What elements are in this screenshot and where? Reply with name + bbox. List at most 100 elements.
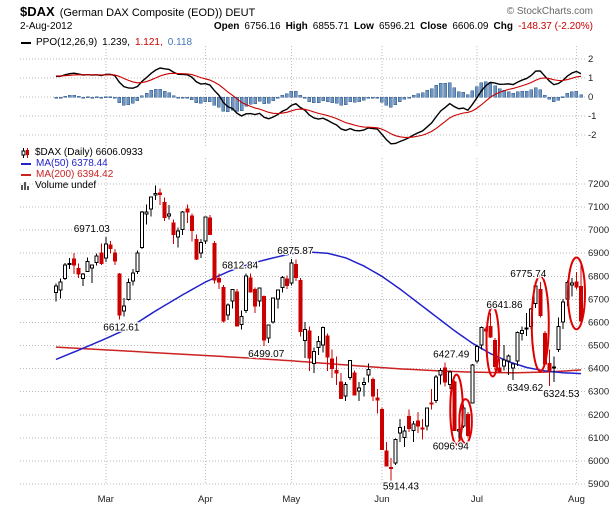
month-label: Mar [98, 494, 114, 505]
price-label: 6812.84 [222, 260, 259, 271]
copyright-link[interactable]: © StockCharts.com [506, 6, 593, 17]
candle [203, 216, 208, 244]
candle [289, 258, 294, 286]
candle [302, 322, 307, 359]
candle [144, 204, 149, 225]
legend-row-ma200: MA(200) 6394.42 [21, 169, 143, 180]
candle [176, 227, 181, 248]
candle [311, 347, 316, 374]
candle [443, 362, 448, 387]
candle [411, 421, 416, 442]
close-label: Close [420, 21, 448, 32]
quote-row: Open 6756.16 High 6855.71 Low 6596.21 Close… [214, 21, 593, 32]
grid-layer [20, 46, 585, 485]
candle [420, 418, 425, 440]
candle [54, 283, 58, 302]
y-tick-label: 6900 [588, 248, 609, 259]
candle [139, 211, 144, 250]
candle [81, 272, 86, 286]
low-value: 6596.21 [378, 21, 416, 32]
price-label: 5914.43 [383, 482, 420, 493]
ppo-tick-label: -2 [588, 130, 596, 141]
candle [162, 197, 167, 221]
candle [357, 382, 362, 401]
candle [321, 326, 326, 353]
ppo-signal-value: 1.121, [134, 37, 163, 48]
candle [271, 297, 276, 324]
ma50-line [55, 251, 582, 375]
chart-title: (German DAX Composite (EOD)) DEUT [59, 7, 256, 19]
reversal-oval [449, 373, 464, 446]
price-label: 6427.49 [433, 349, 470, 360]
ppo-label: PPO(12,26,9) [36, 37, 98, 48]
candle [257, 287, 262, 307]
high-value: 6855.71 [312, 21, 349, 32]
candle [126, 278, 131, 301]
ppo-hist-value: 0.118 [167, 37, 193, 48]
close-value: 6606.09 [452, 21, 489, 32]
y-tick-label: 6400 [588, 364, 609, 375]
y-tick-label: 7100 [588, 202, 609, 213]
candle [579, 263, 583, 324]
chart-date: 2-Aug-2012 [20, 21, 73, 32]
candle [280, 275, 285, 293]
candle [434, 375, 439, 403]
candle [63, 262, 68, 280]
candle [117, 272, 122, 320]
candle [212, 241, 217, 284]
low-label: Low [353, 21, 374, 32]
candle [293, 259, 298, 281]
candle [384, 442, 389, 467]
candle [99, 243, 104, 265]
candle [425, 407, 430, 431]
y-tick-label: 6700 [588, 294, 609, 305]
ovals-layer [449, 256, 586, 446]
legend-ma200-text: MA(200) 6394.42 [36, 169, 114, 180]
candle [560, 298, 565, 329]
volume-bars-icon [21, 181, 30, 190]
ppo-line-icon [21, 41, 31, 44]
legend-row-price: $DAX (Daily) 6606.0933 [21, 147, 143, 158]
candle [488, 312, 493, 339]
chg-value: -148.37 (-2.20%) [517, 21, 593, 32]
candle [216, 273, 221, 289]
candle [551, 356, 556, 382]
candle [325, 333, 330, 371]
candlestick-icon [21, 147, 30, 158]
candle [524, 312, 529, 336]
candle [85, 257, 90, 273]
candle [474, 345, 479, 364]
axis-labels: 7200 7100 7000 6900 6800 6700 6600 6500 6400 6300… [98, 54, 610, 505]
ppo-tick-label: 2 [588, 54, 593, 65]
month-label: Apr [198, 494, 213, 505]
candle [194, 234, 199, 261]
y-tick-label: 6300 [588, 387, 609, 398]
candle [388, 458, 393, 481]
candle [248, 273, 253, 293]
candle [574, 272, 579, 290]
candle [330, 349, 335, 378]
month-label: Aug [568, 494, 585, 505]
candle [158, 188, 163, 205]
candle [284, 275, 289, 289]
candle [180, 211, 185, 235]
candle [334, 356, 339, 385]
candle [90, 264, 95, 284]
price-label: 6349.62 [507, 383, 544, 394]
legend-row-ma50: MA(50) 6378.44 [21, 158, 143, 169]
candle [103, 236, 108, 262]
month-label: May [282, 494, 300, 505]
candle [307, 326, 312, 371]
candle [149, 196, 154, 217]
candle [244, 273, 249, 314]
candle [502, 345, 507, 371]
candle [348, 360, 353, 381]
candle [171, 219, 176, 244]
symbol: $DAX [20, 4, 55, 19]
open-label: Open [213, 21, 240, 32]
candle [207, 214, 212, 235]
ppo-legend: PPO(12,26,9) 1.239, 1.121, 0.118 [21, 37, 192, 48]
ppo-value: 1.239, [102, 37, 130, 48]
